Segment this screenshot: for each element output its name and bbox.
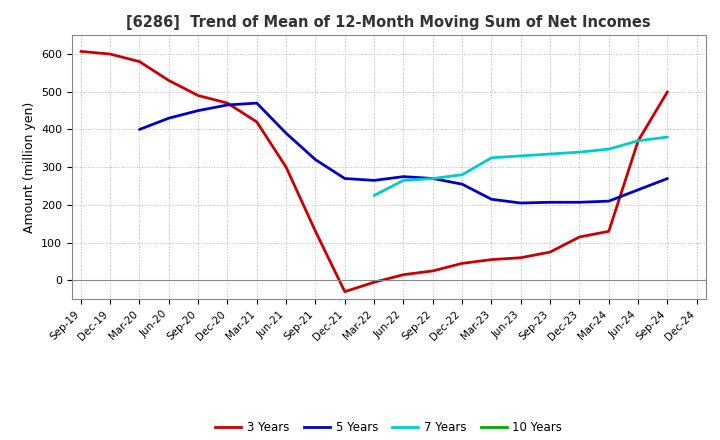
3 Years xyxy=(458,261,467,266)
7 Years xyxy=(428,176,437,181)
3 Years xyxy=(634,138,642,143)
3 Years xyxy=(76,49,85,54)
3 Years xyxy=(135,59,144,64)
3 Years xyxy=(253,119,261,125)
5 Years xyxy=(575,200,584,205)
3 Years xyxy=(428,268,437,274)
3 Years xyxy=(399,272,408,277)
3 Years xyxy=(223,100,232,106)
3 Years xyxy=(546,249,554,255)
Legend: 3 Years, 5 Years, 7 Years, 10 Years: 3 Years, 5 Years, 7 Years, 10 Years xyxy=(210,416,567,438)
5 Years xyxy=(605,198,613,204)
3 Years xyxy=(487,257,496,262)
5 Years xyxy=(370,178,379,183)
Line: 3 Years: 3 Years xyxy=(81,51,667,292)
3 Years xyxy=(194,93,202,98)
3 Years xyxy=(106,51,114,57)
Y-axis label: Amount (million yen): Amount (million yen) xyxy=(22,102,35,233)
5 Years xyxy=(634,187,642,192)
3 Years xyxy=(575,235,584,240)
5 Years xyxy=(282,131,290,136)
5 Years xyxy=(223,103,232,108)
7 Years xyxy=(487,155,496,161)
5 Years xyxy=(458,182,467,187)
3 Years xyxy=(663,89,672,95)
5 Years xyxy=(311,157,320,162)
7 Years xyxy=(458,172,467,177)
3 Years xyxy=(311,229,320,234)
3 Years xyxy=(516,255,525,260)
Line: 7 Years: 7 Years xyxy=(374,137,667,195)
3 Years xyxy=(164,78,173,83)
7 Years xyxy=(634,138,642,143)
5 Years xyxy=(164,116,173,121)
5 Years xyxy=(135,127,144,132)
5 Years xyxy=(487,197,496,202)
5 Years xyxy=(546,200,554,205)
7 Years xyxy=(516,153,525,158)
7 Years xyxy=(399,178,408,183)
7 Years xyxy=(663,134,672,139)
3 Years xyxy=(282,165,290,170)
7 Years xyxy=(605,147,613,152)
5 Years xyxy=(194,108,202,113)
Title: [6286]  Trend of Mean of 12-Month Moving Sum of Net Incomes: [6286] Trend of Mean of 12-Month Moving … xyxy=(127,15,651,30)
5 Years xyxy=(341,176,349,181)
5 Years xyxy=(253,100,261,106)
7 Years xyxy=(546,151,554,157)
7 Years xyxy=(575,150,584,155)
7 Years xyxy=(370,193,379,198)
5 Years xyxy=(428,176,437,181)
5 Years xyxy=(399,174,408,179)
Line: 5 Years: 5 Years xyxy=(140,103,667,203)
5 Years xyxy=(663,176,672,181)
3 Years xyxy=(605,229,613,234)
5 Years xyxy=(516,200,525,205)
3 Years xyxy=(370,279,379,285)
3 Years xyxy=(341,289,349,294)
